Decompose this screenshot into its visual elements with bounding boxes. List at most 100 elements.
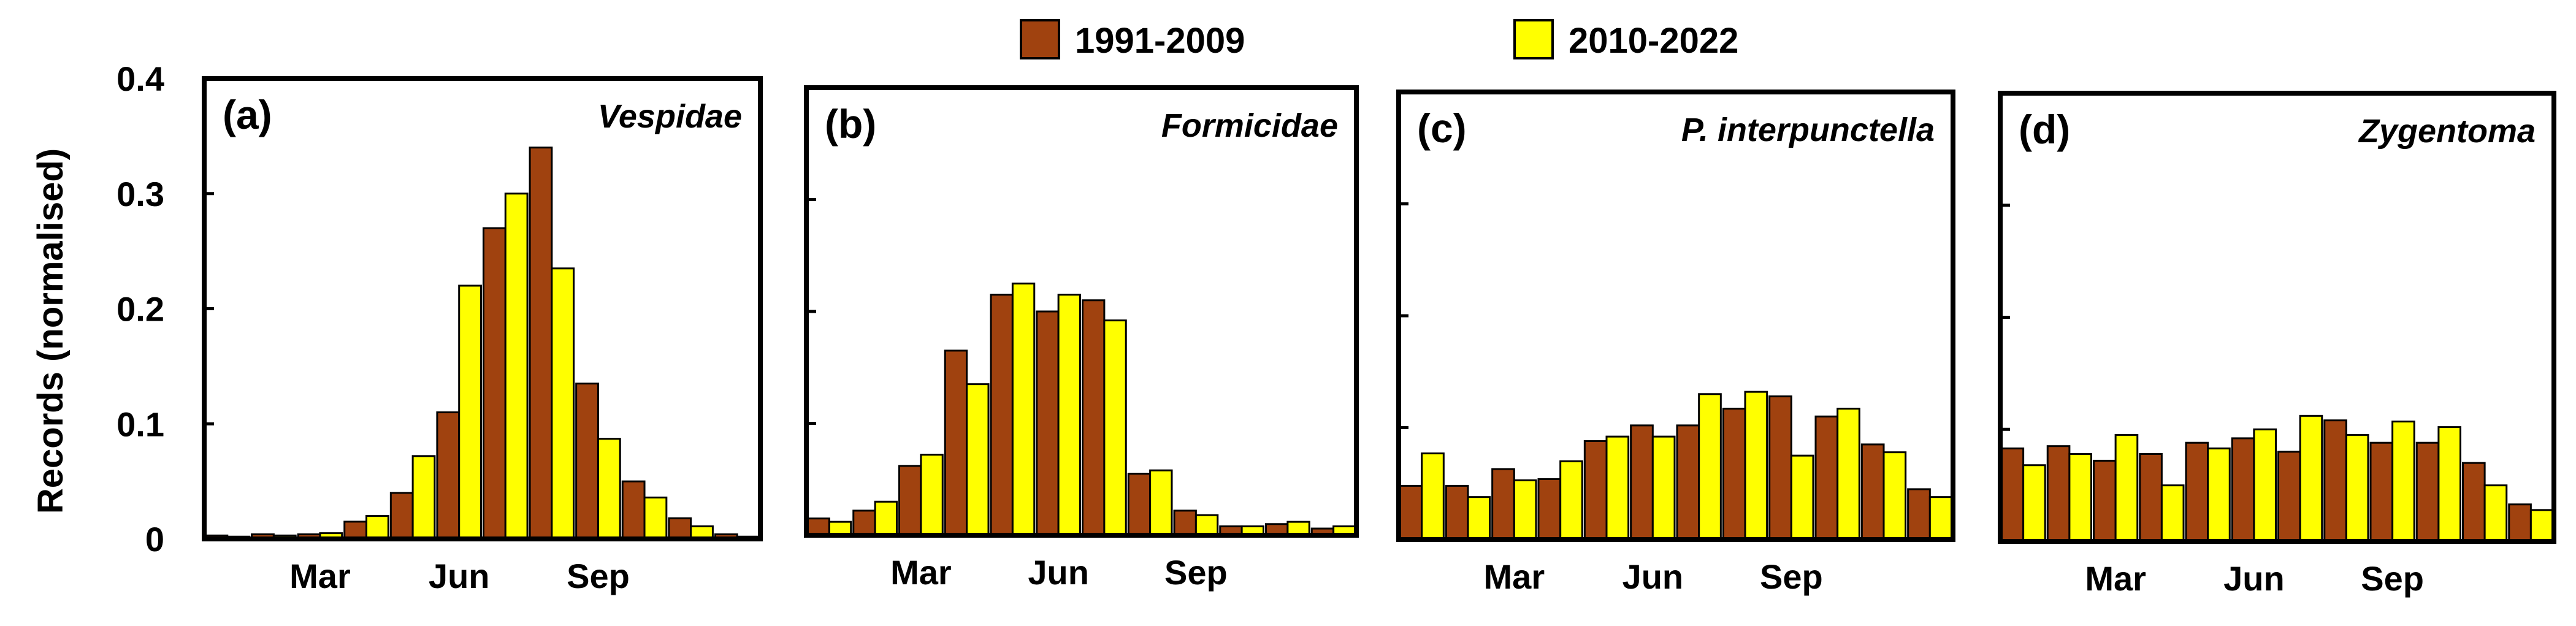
bar-1991-2009-m1 — [806, 517, 830, 536]
x-tick-label-Jun: Jun — [429, 557, 490, 595]
x-tick-label-Mar: Mar — [1484, 557, 1545, 596]
legend-swatch-2010-2022 — [1513, 19, 1554, 59]
y-tick-label-0: 0 — [145, 520, 164, 559]
bar-1991-2009-m5 — [389, 492, 414, 540]
bar-2010-2022-m5 — [1011, 282, 1036, 536]
bar-2010-2022-m3 — [2114, 433, 2139, 543]
x-tick-label-Jun: Jun — [1622, 557, 1684, 596]
y-tick-label-0.1: 0.1 — [117, 405, 164, 443]
bar-2010-2022-m9 — [1194, 514, 1219, 536]
bar-2010-2022-m7 — [2299, 414, 2323, 543]
panel-frame — [1396, 90, 1955, 542]
bar-1991-2009-m9 — [1768, 395, 1792, 541]
bar-2010-2022-m6 — [458, 284, 482, 540]
bar-2010-2022-m10 — [2437, 426, 2461, 543]
bar-1991-2009-m11 — [1860, 443, 1885, 541]
bar-1991-2009-m6 — [436, 411, 461, 540]
bar-1991-2009-m7 — [2277, 451, 2301, 543]
bar-1991-2009-m5 — [990, 294, 1014, 536]
panel-title: P. interpunctella — [1681, 112, 1935, 148]
bar-2010-2022-m8 — [1149, 469, 1173, 536]
bar-1991-2009-m2 — [2046, 445, 2071, 543]
panel-4: Mar Jun Sep (d) Zygentoma — [1998, 91, 2556, 598]
bar-2010-2022-m9 — [597, 438, 621, 540]
legend-swatch-1991-2009 — [1020, 19, 1060, 59]
bar-1991-2009-m2 — [1445, 484, 1469, 541]
bar-2010-2022-m12 — [2529, 509, 2554, 543]
bar-1991-2009-m4 — [1537, 478, 1562, 541]
bar-2010-2022-m7 — [1698, 393, 1722, 541]
bar-1991-2009-m4 — [2139, 452, 2163, 543]
bar-1991-2009-m3 — [2093, 459, 2117, 543]
bar-2010-2022-m4 — [2160, 484, 2185, 543]
x-tick-label-Mar: Mar — [890, 553, 952, 592]
bar-2010-2022-m8 — [551, 267, 575, 540]
bar-2010-2022-m8 — [2345, 433, 2369, 543]
panel-title: Formicidae — [1161, 107, 1338, 144]
bar-2010-2022-m4 — [365, 514, 389, 540]
panel-letter: (b) — [825, 101, 876, 147]
bar-2010-2022-m1 — [1421, 452, 1445, 541]
bar-1991-2009-m6 — [1630, 424, 1654, 541]
bar-2010-2022-m4 — [966, 383, 990, 536]
bar-1991-2009-m1 — [1399, 484, 1423, 541]
x-tick-label-Sep: Sep — [1760, 557, 1823, 596]
bar-1991-2009-m12 — [1907, 488, 1931, 541]
bar-1991-2009-m6 — [1036, 310, 1060, 536]
bar-1991-2009-m10 — [1814, 415, 1839, 541]
bar-1991-2009-m8 — [1722, 407, 1746, 541]
panel-frame — [804, 85, 1359, 538]
bar-1991-2009-m6 — [2231, 437, 2255, 543]
bar-1991-2009-m4 — [343, 521, 368, 540]
y-tick-label-0.2: 0.2 — [117, 290, 164, 329]
panel-3: Mar Jun Sep (c) P. interpunctella — [1396, 90, 1955, 596]
x-tick-label-Sep: Sep — [1164, 553, 1228, 592]
panel-frame — [1998, 91, 2556, 544]
x-tick-label-Sep: Sep — [567, 557, 630, 595]
bar-2010-2022-m12 — [1928, 496, 1953, 541]
bar-2010-2022-m10 — [643, 496, 668, 540]
bar-2010-2022-m3 — [1513, 479, 1537, 541]
y-tick-label-0.4: 0.4 — [117, 59, 164, 98]
panel-letter: (d) — [2019, 107, 2070, 152]
bar-1991-2009-m7 — [1082, 299, 1106, 536]
bar-1991-2009-m9 — [1173, 510, 1197, 536]
bar-2010-2022-m9 — [2391, 420, 2415, 543]
x-tick-label-Jun: Jun — [2223, 559, 2285, 598]
bar-1991-2009-m9 — [2369, 441, 2394, 543]
bar-1991-2009-m7 — [1676, 424, 1700, 541]
bar-1991-2009-m12 — [2508, 503, 2532, 543]
bar-2010-2022-m11 — [1882, 451, 1907, 541]
panel-2: Mar Jun Sep (b) Formicidae — [804, 85, 1359, 592]
bar-2010-2022-m7 — [504, 193, 529, 540]
panel-frame — [202, 76, 763, 541]
bar-2010-2022-m2 — [2068, 452, 2092, 543]
bar-1991-2009-m11 — [2462, 462, 2486, 543]
bar-2010-2022-m6 — [1651, 435, 1676, 541]
bar-2010-2022-m6 — [1057, 294, 1081, 536]
x-tick-label-Mar: Mar — [2085, 559, 2146, 598]
bar-2010-2022-m2 — [1467, 496, 1491, 541]
legend-label-1991-2009: 1991-2009 — [1075, 21, 1245, 61]
x-tick-label-Jun: Jun — [1028, 553, 1089, 592]
panel-title: Vespidae — [598, 98, 742, 135]
y-axis-label: Records (normalised) — [31, 148, 71, 514]
bar-2010-2022-m8 — [1744, 391, 1768, 541]
bar-2010-2022-m2 — [874, 500, 898, 536]
bar-1991-2009-m2 — [852, 510, 876, 536]
bar-1991-2009-m10 — [621, 480, 646, 540]
bar-1991-2009-m5 — [1583, 440, 1608, 541]
legend-label-2010-2022: 2010-2022 — [1569, 21, 1738, 61]
panel-letter: (a) — [223, 92, 272, 137]
bar-2010-2022-m1 — [2022, 464, 2046, 543]
bar-2010-2022-m7 — [1103, 319, 1127, 536]
bar-1991-2009-m8 — [1127, 473, 1152, 536]
panels: Mar Jun Sep (a) Vespidae Mar Jun Sep (b) Formicid… — [202, 76, 2556, 598]
bar-1991-2009-m1 — [2000, 447, 2025, 543]
bar-1991-2009-m7 — [483, 227, 506, 540]
bar-2010-2022-m11 — [2483, 484, 2508, 543]
bar-1991-2009-m10 — [2415, 441, 2440, 543]
bar-1991-2009-m9 — [575, 383, 599, 540]
legend: 1991-2009 2010-2022 — [1020, 19, 1738, 61]
